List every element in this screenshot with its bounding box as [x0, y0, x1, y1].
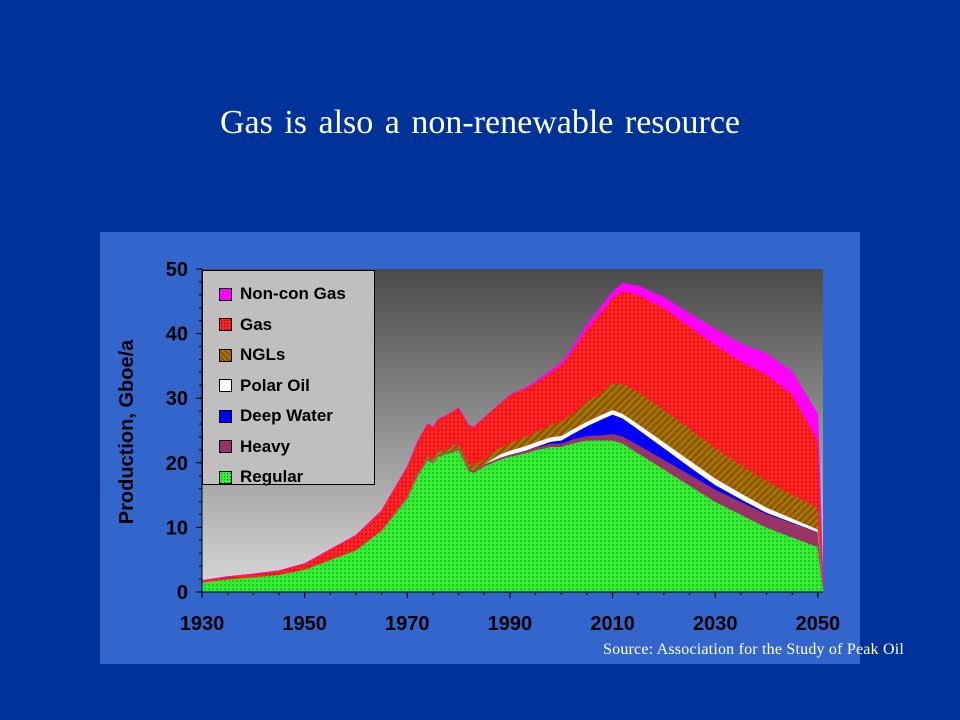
legend-item-regular: Regular	[219, 462, 374, 493]
chart-legend: Non-con Gas Gas NGLs Polar Oil Deep Water Hea…	[202, 270, 375, 486]
legend-item-heavy: Heavy	[219, 432, 374, 463]
legend-item-ngls: NGLs	[219, 340, 374, 371]
legend-item-gas: Gas	[219, 310, 374, 341]
y-tick-label: 10	[166, 517, 188, 539]
y-tick-label: 20	[166, 453, 188, 475]
legend-swatch	[219, 440, 232, 454]
legend-swatch	[219, 379, 232, 393]
source-note: Source: Association for the Study of Pea…	[603, 641, 904, 658]
y-tick-label: 50	[166, 259, 188, 281]
legend-item-polar-oil: Polar Oil	[219, 371, 374, 402]
x-tick-label: 1970	[385, 613, 430, 635]
legend-label: NGLs	[240, 345, 286, 365]
legend-label: Regular	[240, 467, 304, 487]
y-tick-label: 40	[166, 324, 188, 346]
legend-swatch	[219, 470, 232, 484]
legend-item-deep-water: Deep Water	[219, 401, 374, 432]
legend-swatch	[219, 409, 232, 423]
legend-label: Heavy	[240, 436, 291, 456]
slide-title: Gas is also a non-renewable resource	[219, 104, 741, 141]
legend-label: Non-con Gas	[240, 284, 346, 304]
area-non-con-gas	[201, 282, 824, 581]
legend-label: Polar Oil	[240, 375, 310, 395]
y-tick-label: 30	[166, 388, 188, 410]
legend-label: Gas	[240, 314, 273, 334]
x-tick-label: 2050	[796, 613, 841, 635]
y-tick-label: 0	[177, 582, 188, 604]
x-tick-label: 2030	[693, 613, 738, 635]
x-tick-label: 2010	[590, 613, 635, 635]
chart-panel: 0 10 20 30 40 50 1930 1950 1970 1990 2010 2030 2050 …	[100, 232, 860, 664]
legend-swatch	[219, 318, 232, 332]
x-tick-label: 1930	[180, 613, 225, 635]
x-tick-label: 1950	[282, 613, 327, 635]
legend-swatch	[219, 287, 232, 301]
x-tick-label: 1990	[488, 613, 533, 635]
legend-label: Deep Water	[240, 406, 333, 426]
y-axis-label: Production, Gboe/a	[116, 339, 138, 524]
legend-item-non-con-gas: Non-con Gas	[219, 279, 374, 310]
legend-swatch	[219, 348, 232, 362]
